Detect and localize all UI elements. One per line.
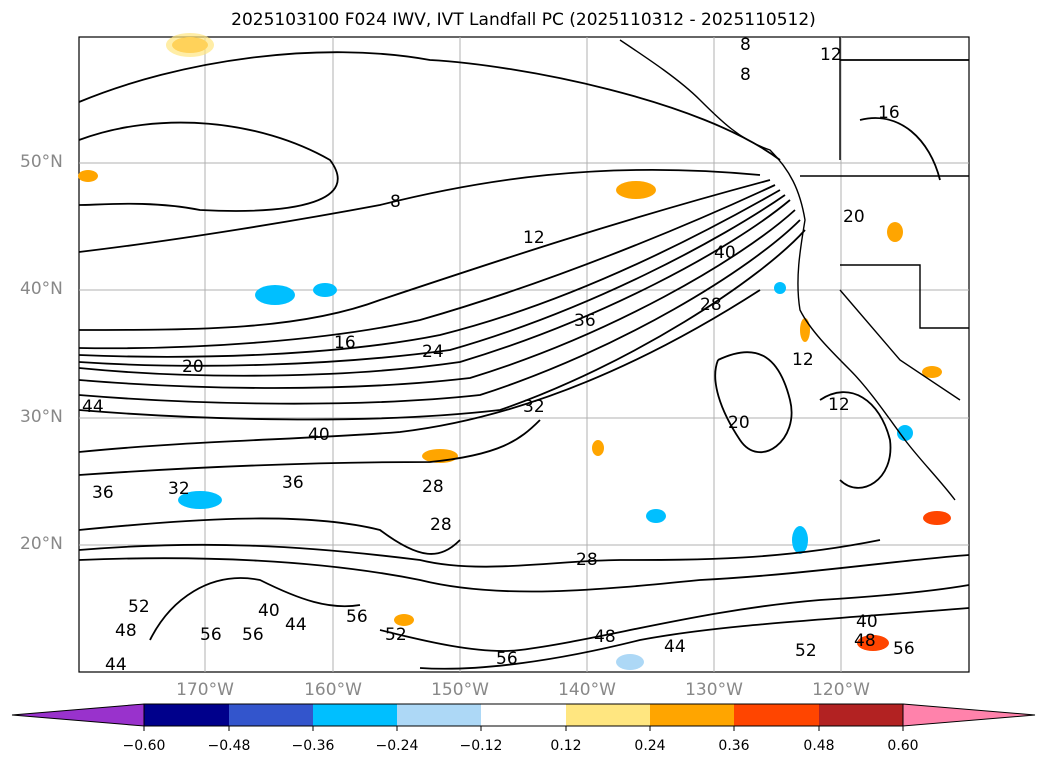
contour-label: 12	[828, 395, 850, 415]
contour-label: 20	[843, 207, 865, 227]
contour-label: 20	[728, 413, 750, 433]
colorbar-bin	[566, 704, 650, 726]
contour-label: 40	[308, 425, 330, 445]
contour-label: 12	[523, 228, 545, 248]
contour-label: 44	[82, 397, 104, 417]
colorbar-bin	[650, 704, 734, 726]
lon-label: 170°W	[176, 680, 234, 700]
lon-label: 130°W	[685, 680, 743, 700]
contour-label: 48	[854, 631, 876, 651]
colorbar-tick: −0.60	[122, 738, 166, 754]
contour-label: 52	[128, 597, 150, 617]
contour-label: 36	[282, 473, 304, 493]
colorbar-bin	[229, 704, 313, 726]
contour-label: 28	[576, 550, 598, 570]
colorbar-tick: −0.12	[459, 738, 503, 754]
colorbar-tick: −0.36	[291, 738, 335, 754]
contour-label: 36	[92, 483, 114, 503]
lon-label: 150°W	[431, 680, 489, 700]
contour-label: 24	[422, 342, 444, 362]
contour-label: 16	[878, 103, 900, 123]
lon-label: 140°W	[558, 680, 616, 700]
lat-label: 20°N	[20, 534, 63, 554]
colorbar-tick: −0.24	[375, 738, 419, 754]
contour-label: 44	[285, 615, 307, 635]
lat-label: 40°N	[20, 279, 63, 299]
colorbar-tick: 0.60	[887, 738, 919, 754]
contour-label: 32	[523, 397, 545, 417]
coastlines	[619, 37, 969, 501]
colorbar-extend-min	[11, 703, 145, 727]
colorbar-bin	[313, 704, 397, 726]
shading-patches	[78, 33, 951, 670]
colorbar-tick: 0.12	[550, 738, 582, 754]
colorbar-tick: 0.24	[634, 738, 666, 754]
contour-label: 16	[334, 333, 356, 353]
contour-label: 44	[664, 637, 686, 657]
contour-label: 40	[258, 601, 280, 621]
contour-label: 8	[740, 35, 751, 55]
lat-label: 50°N	[20, 152, 63, 172]
colorbar-bin	[144, 704, 229, 726]
contour-label: 28	[430, 515, 452, 535]
contour-label: 40	[714, 243, 736, 263]
lon-label: 160°W	[304, 680, 362, 700]
lat-label: 30°N	[20, 407, 63, 427]
colorbar-bin	[734, 704, 819, 726]
colorbar-tick: −0.48	[207, 738, 251, 754]
lon-label: 120°W	[812, 680, 870, 700]
contour-label: 48	[115, 621, 137, 641]
colorbar-bin	[819, 704, 903, 726]
contour-label: 56	[496, 649, 518, 669]
contour-label: 20	[182, 357, 204, 377]
contour-label: 52	[795, 641, 817, 661]
colorbar-tick: 0.48	[803, 738, 835, 754]
contour-label: 36	[574, 311, 596, 331]
contour-label: 28	[700, 295, 722, 315]
contour-label: 32	[168, 479, 190, 499]
figure-title: 2025103100 F024 IWV, IVT Landfall PC (20…	[231, 10, 816, 30]
contour-label: 56	[200, 625, 222, 645]
colorbar-bin	[481, 704, 566, 726]
contour-label: 28	[422, 477, 444, 497]
contour-label: 8	[390, 192, 401, 212]
contour-label: 8	[740, 65, 751, 85]
contour-label: 52	[385, 625, 407, 645]
map-panel: 8 8 8 12 12 12 12 16 16 20 20 20 24 28 2…	[78, 33, 970, 675]
contour-label: 56	[893, 639, 915, 659]
contour-label: 12	[792, 350, 814, 370]
contour-label: 56	[346, 607, 368, 627]
colorbar-extend-max	[902, 703, 1036, 727]
colorbar-tick: 0.36	[718, 738, 750, 754]
contour-label: 12	[820, 45, 842, 65]
contour-label: 56	[242, 625, 264, 645]
contour-label: 48	[594, 627, 616, 647]
contour-lines	[78, 51, 970, 670]
colorbar-bin	[397, 704, 481, 726]
contour-label: 44	[105, 655, 127, 675]
contour-label: 40	[856, 612, 878, 632]
colorbar	[11, 703, 1036, 731]
contour-label-layer: 8 8 8 12 12 12 12 16 16 20 20 20 24 28 2…	[82, 35, 915, 675]
